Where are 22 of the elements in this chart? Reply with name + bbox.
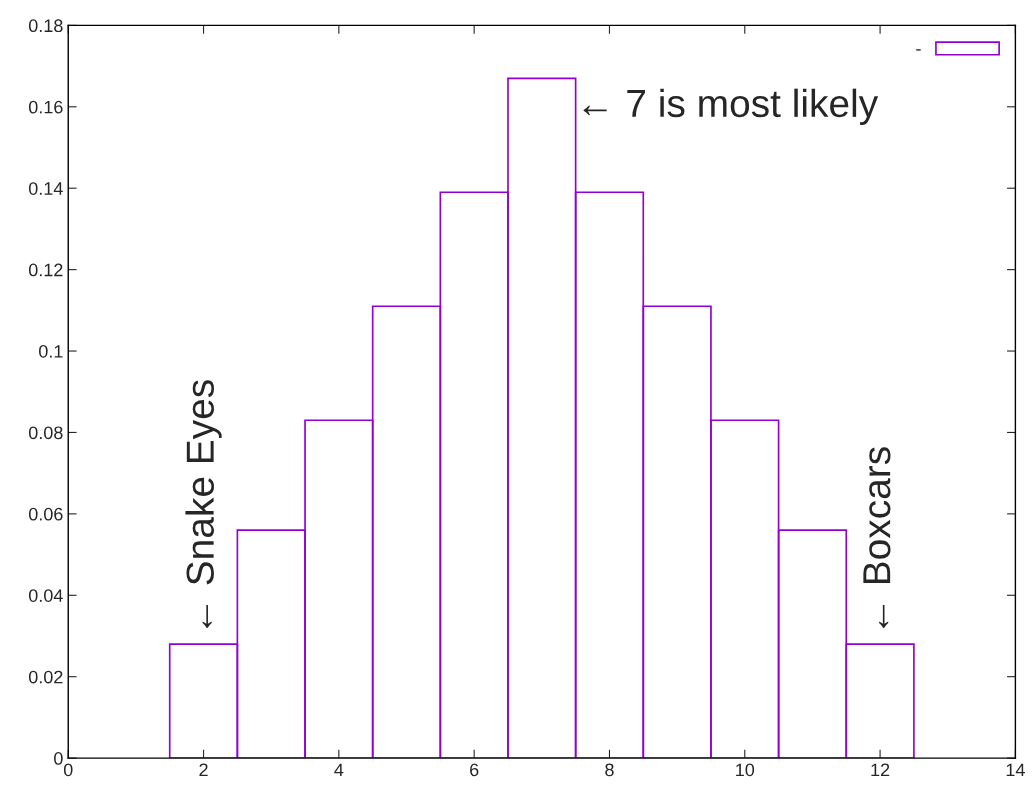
y-tick-label: 0.16 <box>28 100 63 114</box>
x-tick-label: 2 <box>199 763 208 777</box>
x-tick-label: 8 <box>605 763 614 777</box>
x-tick-label: 4 <box>334 763 344 777</box>
y-tick-label: 0.08 <box>28 426 63 440</box>
y-tick-label: 0 <box>54 752 63 765</box>
y-tick-label: 0.12 <box>28 263 63 277</box>
x-tick-label: 12 <box>871 763 890 777</box>
y-tick-label: 0.14 <box>28 182 63 195</box>
annotation: ← Boxcars <box>863 447 891 629</box>
legend-label: - <box>916 49 921 51</box>
annotation: ← 7 is most likely <box>583 88 879 125</box>
y-tick-label: 0.1 <box>38 344 63 358</box>
y-tick-label: 0.06 <box>28 507 63 521</box>
x-tick-label: 10 <box>736 763 755 777</box>
y-tick-label: 0.04 <box>28 589 63 602</box>
annotation: ← Snake Eyes <box>185 380 222 629</box>
x-tick-label: 0 <box>63 763 73 777</box>
x-tick-label: 6 <box>470 763 479 777</box>
y-tick-label: 0.18 <box>28 19 63 33</box>
x-tick-label: 14 <box>1006 763 1025 777</box>
y-tick-label: 0.02 <box>28 670 63 684</box>
